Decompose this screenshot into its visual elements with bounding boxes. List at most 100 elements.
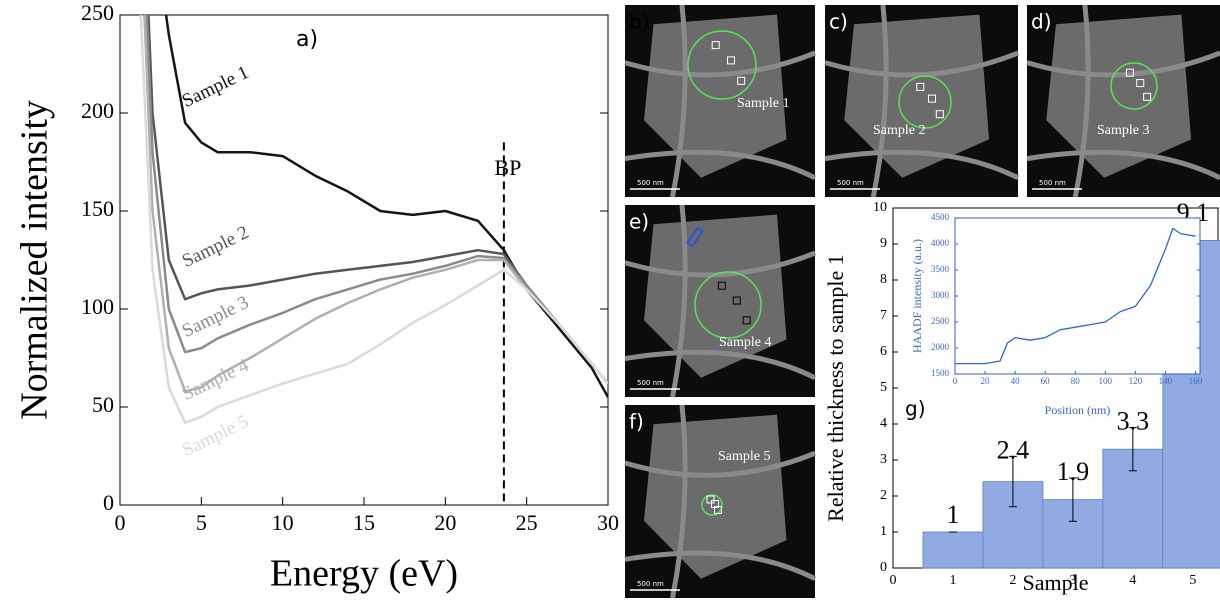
image-panel: b) Sample 1 500 nm — [624, 4, 817, 198]
roi-box — [737, 76, 746, 85]
y-axis-title: Normalized intensity — [14, 100, 56, 420]
y-tick-label: 6 — [880, 344, 887, 359]
analysis-circle — [687, 30, 757, 100]
roi-box — [1143, 92, 1152, 101]
x-tick-label: 80 — [1071, 376, 1081, 386]
y-tick-label: 5 — [880, 380, 887, 395]
support-web — [624, 404, 817, 599]
series-label: Sample 3 — [179, 292, 252, 342]
x-tick-label: 20 — [434, 510, 456, 535]
roi-box — [935, 110, 944, 119]
x-tick-label: 3 — [1069, 573, 1076, 588]
series-group — [139, 15, 608, 424]
y-tick-label: 100 — [81, 294, 114, 319]
bar — [922, 531, 984, 569]
scale-label: 500 nm — [1039, 179, 1066, 187]
x-tick-label: 15 — [353, 510, 375, 535]
scale-label: 500 nm — [837, 179, 864, 187]
error-bar — [1008, 455, 1017, 508]
support-web — [624, 204, 817, 398]
y-tick-label: 3 — [880, 452, 887, 467]
y-tick-label: 50 — [92, 392, 114, 417]
panel-label: a) — [296, 27, 318, 52]
y-tick-label: 7 — [880, 308, 887, 323]
y-tick-label: 2 — [880, 488, 887, 503]
roi-box — [711, 41, 720, 50]
roi-box — [717, 281, 726, 290]
y-tick-label: 250 — [81, 0, 114, 25]
x-tick-label: 5 — [1189, 573, 1196, 588]
y-tick-label: 3500 — [931, 264, 950, 274]
x-axis-title: Energy (eV) — [270, 553, 458, 595]
x-tick-label: 140 — [1159, 376, 1173, 386]
y-tick-label: 150 — [81, 196, 114, 221]
x-tick-label: 30 — [597, 510, 619, 535]
y-tick-label: 8 — [880, 272, 887, 287]
roi-box — [916, 82, 925, 91]
plot-frame — [954, 217, 1201, 375]
panel-label: d) — [1031, 10, 1052, 34]
roi-box — [732, 296, 741, 305]
series-line — [139, 15, 608, 424]
image-panel: f) Sample 5 500 nm — [624, 404, 817, 599]
x-tick-label: 25 — [516, 510, 538, 535]
sample-label: Sample 4 — [719, 335, 772, 350]
y-axis-title: HAADF intensity (a.u.) — [910, 239, 924, 353]
roi-box — [727, 56, 735, 65]
x-tick-label: 20 — [981, 376, 991, 386]
y-tick-label: 4000 — [931, 238, 950, 248]
roi-box — [706, 495, 715, 504]
support-web — [624, 4, 817, 198]
panel-label: f) — [629, 410, 644, 434]
error-bar — [1128, 427, 1137, 472]
series-line — [164, 15, 608, 398]
panel-label: c) — [829, 10, 848, 34]
image-panel: d) Sample 3 500 nm — [1026, 4, 1220, 198]
y-tick-label: 0 — [880, 560, 887, 575]
scale-label: 500 nm — [637, 580, 664, 588]
sample-label: Sample 3 — [1097, 123, 1150, 138]
analysis-circle — [1110, 62, 1158, 110]
sample-label: Sample 5 — [718, 449, 771, 464]
roi-box — [714, 506, 722, 514]
image-panel: c) Sample 2 500 nm — [824, 4, 1020, 198]
y-tick-label: 2000 — [931, 342, 950, 352]
y-tick-label: 10 — [873, 200, 887, 215]
analysis-circle — [694, 271, 762, 339]
image-panel: e) Sample 4 500 nm — [624, 204, 817, 398]
series-label: Sample 1 — [179, 62, 252, 112]
x-tick-label: 1 — [949, 573, 956, 588]
x-axis-title: Position (nm) — [1045, 403, 1111, 417]
value-label: 1 — [946, 500, 959, 529]
x-tick-label: 2 — [1009, 573, 1016, 588]
support-web — [824, 4, 1020, 198]
value-label: 1.9 — [1057, 457, 1090, 486]
roi-box — [1136, 79, 1145, 88]
y-tick-label: 4 — [880, 416, 887, 431]
x-tick-label: 120 — [1129, 376, 1143, 386]
series-label: Sample 5 — [179, 411, 252, 461]
y-tick-label: 0 — [103, 490, 114, 515]
value-label: 2.4 — [997, 435, 1030, 464]
scale-label: 500 nm — [637, 379, 664, 387]
x-tick-label: 0 — [115, 510, 126, 535]
roi-box — [1125, 68, 1134, 77]
y-tick-label: 1 — [880, 524, 887, 539]
panel-label: g) — [905, 397, 926, 421]
x-tick-label: 5 — [196, 510, 207, 535]
roi-box — [742, 316, 751, 325]
x-tick-label: 0 — [953, 376, 958, 386]
x-tick-label: 10 — [272, 510, 294, 535]
sample-label: Sample 2 — [873, 123, 926, 138]
error-bar — [1068, 477, 1077, 522]
series-line — [955, 227, 1196, 365]
y-tick-label: 3000 — [931, 290, 950, 300]
roi-box — [928, 94, 936, 103]
sample-label: Sample 1 — [737, 96, 790, 111]
marker-label: BP — [494, 155, 521, 180]
x-tick-label: 4 — [1129, 573, 1136, 588]
series-group — [955, 227, 1196, 365]
x-tick-label: 0 — [890, 573, 897, 588]
panel-label: b) — [629, 10, 650, 34]
